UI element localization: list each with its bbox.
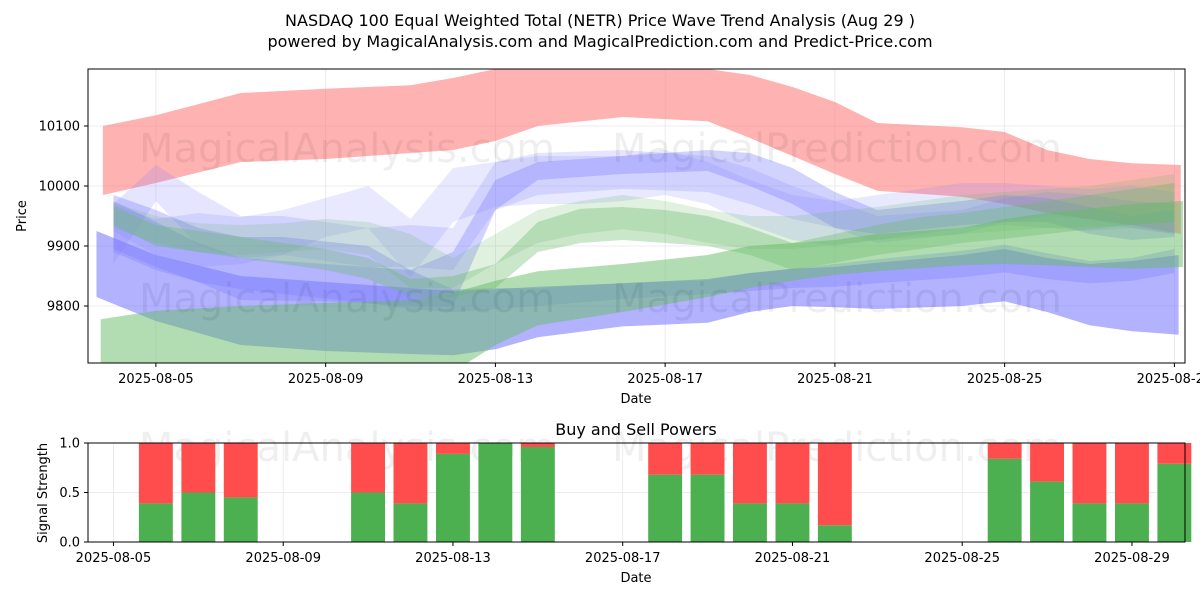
- buy-bar: [351, 492, 385, 542]
- price-x-tick-label: 2025-08-25: [967, 372, 1043, 387]
- buy-bar: [648, 474, 683, 542]
- watermark-prediction-top: MagicalPrediction.com: [612, 126, 1062, 172]
- price-x-tick-label: 2025-08-05: [118, 372, 194, 387]
- sell-bar: [1157, 443, 1192, 464]
- wave-band-blue-2: [113, 195, 1175, 312]
- sell-bar: [393, 443, 428, 504]
- price-y-axis-label: Price: [15, 200, 30, 232]
- buy-bar: [1115, 503, 1149, 542]
- buy-sell-y-tick-label: 1.0: [59, 437, 80, 452]
- buy-bar: [393, 503, 428, 542]
- buy-sell-axes: 2025-08-05 2025-08-09 2025-08-13 2025-08-17…: [59, 437, 1169, 567]
- sell-bar: [1115, 443, 1149, 504]
- watermark-analysis-top: MagicalAnalysis.com: [139, 126, 555, 172]
- buy-sell-chart: Buy and Sell Powers MagicalAnalysis.com …: [36, 420, 1192, 586]
- wave-band-green-8: [113, 174, 1175, 288]
- price-x-tick-label: 2025-08-13: [458, 372, 534, 387]
- buy-bar: [1072, 503, 1107, 542]
- buy-sell-x-tick-label: 2025-08-13: [415, 551, 491, 566]
- price-wave-chart: MagicalAnalysis.com MagicalPrediction.co…: [15, 68, 1200, 407]
- price-x-tick-label: 2025-08-29: [1137, 372, 1200, 387]
- buy-sell-y-tick-label: 0.5: [59, 486, 80, 501]
- buy-bar: [817, 525, 852, 542]
- buy-bar: [181, 492, 216, 542]
- buy-bar: [1157, 463, 1192, 542]
- price-y-tick-label: 9800: [47, 300, 80, 315]
- wave-band-green-7: [113, 183, 1175, 297]
- buy-sell-bars: [138, 443, 1192, 542]
- wave-band-blue-4: [113, 150, 1175, 270]
- sell-bar: [436, 443, 470, 454]
- buy-bar: [520, 447, 555, 542]
- buy-sell-y-axis-label: Signal Strength: [36, 443, 51, 543]
- buy-sell-x-tick-label: 2025-08-05: [76, 551, 152, 566]
- buy-sell-title: Buy and Sell Powers: [555, 420, 717, 439]
- wave-band-red-0: [102, 69, 1181, 234]
- sell-bar: [733, 443, 767, 504]
- buy-bar: [733, 503, 767, 542]
- buy-sell-x-tick-label: 2025-08-29: [1094, 551, 1170, 566]
- wave-band-blue-5: [113, 150, 1175, 278]
- price-x-tick-label: 2025-08-21: [797, 372, 873, 387]
- watermark-analysis-mid: MagicalAnalysis.com: [139, 276, 555, 322]
- buy-sell-x-tick-label: 2025-08-09: [245, 551, 321, 566]
- sell-bar: [648, 443, 683, 475]
- buy-sell-x-tick-label: 2025-08-25: [924, 551, 1000, 566]
- buy-bar: [223, 497, 258, 542]
- sell-bar: [987, 443, 1022, 459]
- sell-bar: [817, 443, 852, 526]
- sell-bar: [181, 443, 216, 493]
- wave-band-green-6: [100, 201, 1183, 363]
- main-title-line1: NASDAQ 100 Equal Weighted Total (NETR) P…: [285, 11, 915, 30]
- buy-bar: [138, 503, 173, 542]
- buy-bar: [690, 474, 725, 542]
- price-axes: 2025-08-05 2025-08-09 2025-08-13 2025-08-17…: [39, 120, 1200, 388]
- sell-bar: [520, 443, 555, 447]
- sell-bar: [223, 443, 258, 498]
- wave-band-blue-3: [113, 150, 1175, 306]
- buy-bar: [436, 453, 470, 542]
- price-bands: [96, 69, 1183, 363]
- watermark-prediction-mid: MagicalPrediction.com: [612, 276, 1062, 322]
- price-y-tick-label: 10000: [39, 180, 80, 195]
- buy-sell-x-tick-label: 2025-08-21: [755, 551, 831, 566]
- price-x-tick-label: 2025-08-17: [627, 372, 703, 387]
- buy-bar: [987, 458, 1022, 542]
- sell-bar: [351, 443, 385, 493]
- sell-bar: [775, 443, 810, 504]
- sell-bar: [690, 443, 725, 475]
- buy-sell-x-tick-label: 2025-08-17: [585, 551, 661, 566]
- sell-bar: [138, 443, 173, 504]
- price-x-tick-label: 2025-08-09: [288, 372, 364, 387]
- main-title-line2: powered by MagicalAnalysis.com and Magic…: [267, 32, 932, 51]
- price-x-axis-label: Date: [620, 392, 651, 407]
- sell-bar: [1072, 443, 1107, 504]
- buy-sell-y-tick-label: 0.0: [59, 536, 80, 551]
- buy-sell-x-axis-label: Date: [620, 571, 651, 586]
- price-y-tick-label: 10100: [39, 120, 80, 135]
- price-y-tick-label: 9900: [47, 240, 80, 255]
- price-plot-frame: [87, 68, 1186, 364]
- buy-bar: [1030, 481, 1064, 542]
- buy-bar: [775, 503, 810, 542]
- buy-bar: [478, 443, 513, 542]
- sell-bar: [1030, 443, 1064, 482]
